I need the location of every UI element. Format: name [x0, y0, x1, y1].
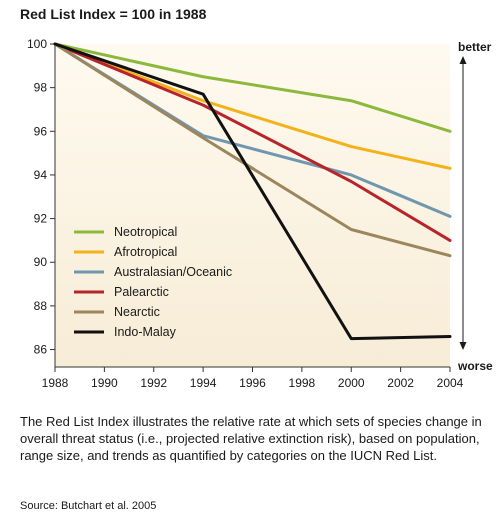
- series-line-afrotropical: [53, 42, 452, 170]
- worse-label: worse: [457, 359, 493, 373]
- arrow-head-down: [459, 342, 467, 350]
- legend-label: Indo-Malay: [114, 325, 177, 339]
- y-tick-label: 90: [34, 255, 48, 269]
- better-label: better: [458, 40, 492, 54]
- series-layer: [53, 42, 452, 341]
- y-tick-label: 96: [34, 124, 48, 138]
- plot-area: [55, 44, 450, 367]
- arrow-head-up: [459, 56, 467, 64]
- x-tick-label: 1994: [190, 376, 217, 390]
- source-note: Source: Butchart et al. 2005: [20, 500, 157, 512]
- x-tick-label: 2002: [387, 376, 414, 390]
- chart-title: Red List Index = 100 in 1988: [20, 6, 207, 22]
- y-tick-label: 86: [34, 343, 48, 357]
- better-worse-arrow: better worse: [457, 40, 493, 373]
- line-chart: 1988 1990 1992 1994 1996 1998 2000 2002 2004 86 88…: [27, 37, 493, 390]
- y-tick-label: 100: [27, 37, 47, 51]
- x-tick-label: 1988: [42, 376, 69, 390]
- caption: The Red List Index illustrates the relat…: [20, 414, 482, 463]
- y-tick-label: 94: [34, 168, 48, 182]
- legend-label: Palearctic: [114, 285, 169, 299]
- series-line-neotropical: [53, 42, 452, 133]
- legend-label: Neotropical: [114, 225, 177, 239]
- legend-label: Nearctic: [114, 305, 160, 319]
- legend-label: Australasian/Oceanic: [114, 265, 232, 279]
- series-line-palearctic: [53, 42, 452, 242]
- legend: Neotropical Afrotropical Australasian/Ocea…: [74, 225, 232, 339]
- x-tick-label: 1992: [140, 376, 167, 390]
- series-line-indo-malay: [53, 42, 452, 341]
- series-line-nearctic: [53, 42, 452, 258]
- x-tick-label: 1990: [91, 376, 118, 390]
- x-tick-label: 1998: [289, 376, 316, 390]
- y-tick-label: 92: [34, 212, 48, 226]
- x-tick-label: 2004: [437, 376, 464, 390]
- y-tick-label: 98: [34, 81, 48, 95]
- x-tick-label: 2000: [338, 376, 365, 390]
- axes: 1988 1990 1992 1994 1996 1998 2000 2002 2004 86 88…: [27, 37, 464, 390]
- x-tick-label: 1996: [239, 376, 266, 390]
- legend-label: Afrotropical: [114, 245, 177, 259]
- y-tick-label: 88: [34, 299, 48, 313]
